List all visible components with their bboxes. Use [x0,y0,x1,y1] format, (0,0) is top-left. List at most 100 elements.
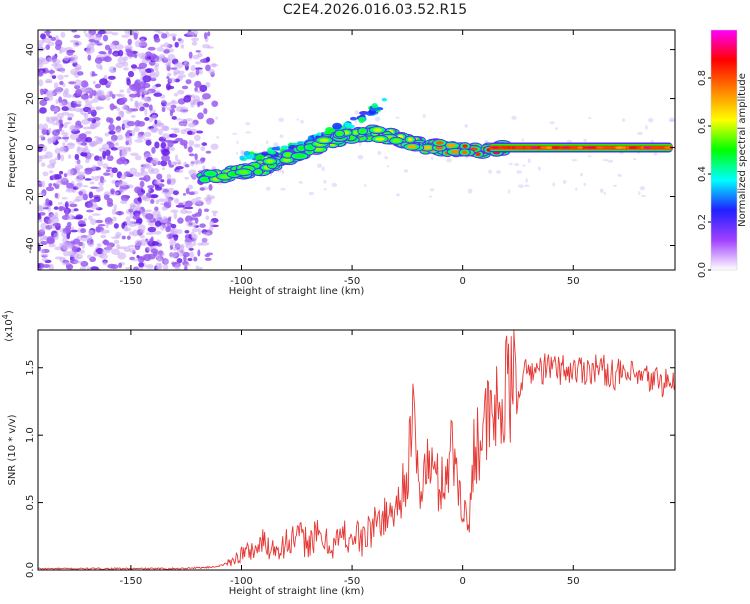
noise-blob [139,102,143,108]
noise-blob [48,219,53,224]
noise-blob [86,49,91,55]
noise-blob [38,184,42,187]
spectrogram-y-tick-label: -40 [25,237,36,253]
noise-blob [123,67,129,71]
noise-blob [55,181,62,185]
noise-blob [135,213,139,219]
noise-blob [147,185,154,188]
noise-blob [206,57,210,62]
noise-blob [170,67,177,69]
noise-blob [49,170,54,173]
noise-blob [66,233,70,239]
noise-blob [183,193,186,196]
noise-blob [130,153,139,156]
trace-blob [337,132,342,136]
noise-blob [107,198,113,205]
noise-blob [79,224,87,227]
noise-blob [189,153,195,156]
noise-blob [185,211,192,214]
noise-blob [36,62,43,68]
noise-blob [54,206,59,210]
noise-blob [354,110,358,114]
noise-blob [189,140,195,146]
noise-blob [52,59,61,64]
noise-blob [164,42,170,47]
noise-blob [169,33,177,37]
noise-blob [603,159,608,161]
noise-blob [62,137,70,140]
noise-blob [181,44,184,49]
noise-blob [299,181,303,184]
noise-blob [168,199,171,206]
noise-blob [110,43,114,47]
trace-blob [345,123,352,128]
noise-blob [199,187,204,190]
noise-blob [167,86,174,90]
colorbar-gradient [711,30,737,270]
noise-blob [144,109,147,116]
noise-blob [148,189,151,192]
colorbar-tick-label: 0.8 [697,70,708,86]
noise-blob [130,84,136,91]
noise-blob [71,55,78,61]
noise-blob [386,165,389,167]
noise-blob [92,213,101,216]
noise-blob [552,182,555,186]
noise-blob [115,211,124,215]
noise-blob [446,158,452,162]
noise-blob [87,54,91,60]
noise-blob [171,224,177,229]
trace-blob [353,131,357,135]
noise-blob [54,233,59,240]
noise-blob [124,56,128,61]
noise-blob [201,157,205,161]
noise-blob [58,119,62,124]
noise-blob [68,143,75,145]
colorbar-tick-label: 0.6 [697,118,708,134]
noise-blob [128,147,131,152]
noise-blob [174,198,179,203]
noise-blob [46,186,54,191]
trace-blob [307,145,313,149]
noise-blob [190,100,196,106]
noise-blob [604,192,606,195]
noise-blob [178,229,183,234]
noise-blob [59,101,66,106]
trace-blob [239,155,244,160]
noise-blob [196,50,201,53]
noise-blob [40,249,45,254]
noise-blob [83,28,86,33]
noise-blob [156,199,160,204]
noise-blob [640,186,645,190]
noise-blob [160,179,164,182]
spectrogram-y-tick-label: 20 [25,92,36,105]
noise-blob [163,58,169,61]
noise-blob [117,135,123,141]
noise-blob [98,30,107,34]
noise-blob [144,209,152,212]
spectrogram-x-tick-label: 50 [567,276,580,287]
noise-blob [96,106,101,110]
noise-blob [142,75,151,82]
noise-blob [509,163,513,165]
noise-blob [169,147,175,151]
noise-blob [59,49,63,54]
noise-blob [199,267,203,270]
noise-blob [118,110,124,117]
noise-blob [108,76,116,80]
noise-blob [62,237,67,244]
noise-blob [162,188,170,195]
noise-blob [209,69,215,74]
trace-blob [616,146,623,148]
noise-blob [188,72,196,78]
noise-blob [111,249,120,255]
noise-blob [70,60,78,63]
trace-blob [246,155,254,160]
noise-blob [164,259,169,265]
noise-blob [108,124,115,131]
noise-blob [64,122,68,128]
noise-blob [98,224,106,227]
noise-blob [103,172,110,175]
noise-blob [645,125,648,129]
